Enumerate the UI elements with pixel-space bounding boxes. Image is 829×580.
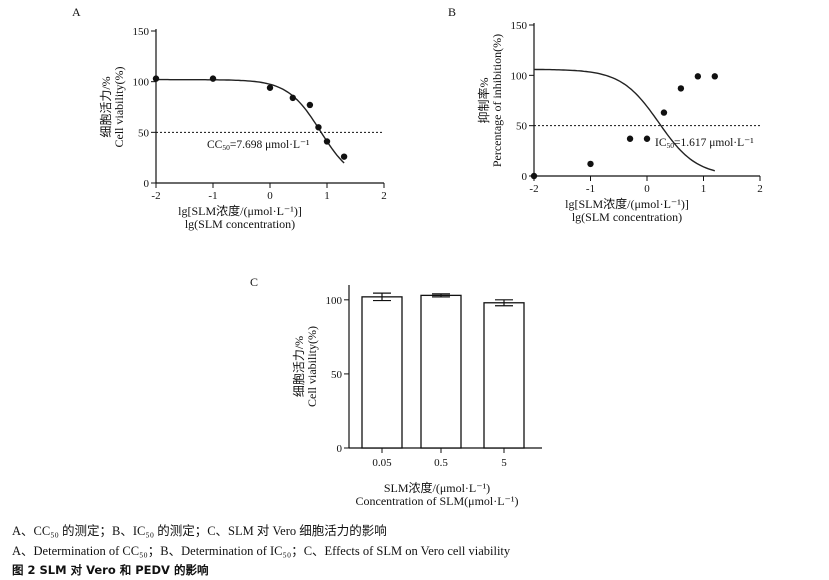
y-axis-label-en: Cell viability(%): [305, 326, 319, 407]
y-tick-label: 100: [511, 70, 528, 82]
x-axis-label-en: lg(SLM concentration): [185, 217, 295, 231]
data-point: [289, 94, 296, 102]
x-tick-label: 0: [267, 190, 273, 202]
x-tick-label: 2: [381, 190, 387, 202]
y-tick-label: 50: [516, 121, 528, 133]
data-point: [626, 135, 634, 142]
data-point: [340, 153, 348, 160]
y-tick-label: 150: [511, 20, 528, 32]
y-tick-label: 0: [522, 171, 528, 183]
data-point: [694, 73, 702, 80]
data-point: [266, 84, 274, 91]
y-tick-label: 100: [133, 77, 150, 89]
data-point: [677, 85, 685, 92]
data-point: [530, 172, 538, 180]
x-tick-label: -1: [586, 183, 595, 195]
bar: [483, 302, 525, 449]
x-tick-label: 0.05: [372, 457, 392, 469]
data-point: [209, 75, 217, 82]
x-axis-label-cn: lg[SLM浓度/(μmol·L⁻¹)]: [178, 203, 302, 218]
data-point: [660, 109, 668, 116]
x-tick-label: 0: [644, 183, 650, 195]
x-axis-label-cn: SLM浓度/(μmol·L⁻¹): [384, 480, 490, 495]
figure-title: 图 2 SLM 对 Vero 和 PEDV 的影响: [12, 563, 209, 577]
x-tick-label: -2: [151, 190, 160, 202]
x-tick-label: 2: [757, 183, 763, 195]
panel-letter: A: [72, 5, 81, 19]
data-point: [711, 73, 718, 80]
x-tick-label: -2: [529, 183, 538, 195]
x-axis-label-en: Concentration of SLM(μmol·L⁻¹): [355, 494, 518, 508]
y-axis-label-en: Percentage of inhibition(%): [490, 34, 504, 167]
y-axis-label-cn: 细胞活力/%: [292, 336, 306, 397]
data-point: [643, 135, 651, 142]
panel-c: C 0 50 100 0.05 0.5 5 SLM浓度/(μmol·L⁻¹)Concentra…: [250, 275, 542, 508]
y-tick-label: 50: [138, 127, 150, 139]
panel-a: A 0 50 100 150 -2 -1 0 1 2 CC50=7.698 μmol·L⁻¹ lg[S…: [72, 5, 387, 231]
data-point: [323, 138, 331, 145]
y-axis-label-en: Cell viability(%): [112, 67, 126, 148]
data-point: [306, 101, 314, 109]
y-tick-label: 150: [133, 26, 150, 38]
fitted-curve: [533, 68, 716, 172]
x-tick-label: 0.5: [434, 457, 448, 469]
annotation-value: IC50=1.617 μmol·L⁻¹: [655, 137, 754, 150]
data-point: [315, 124, 322, 131]
fitted-curve: [156, 78, 345, 164]
x-tick-label: -1: [208, 190, 217, 202]
caption-line-en: A、Determination of CC₅₀；B、Determination …: [12, 544, 511, 558]
y-tick-label: 0: [144, 178, 150, 190]
x-axis-label-cn: lg[SLM浓度/(μmol·L⁻¹)]: [565, 196, 689, 211]
x-tick-label: 1: [324, 190, 330, 202]
annotation-value: CC50=7.698 μmol·L⁻¹: [207, 139, 310, 152]
x-tick-label: 5: [501, 457, 507, 469]
bar: [420, 294, 462, 449]
data-point: [152, 75, 160, 82]
panel-letter: C: [250, 275, 258, 289]
panel-b: B 0 50 100 150 -2 -1 0 1 2 IC50=1.617 μmol·L⁻¹ lg[S…: [448, 5, 763, 224]
y-axis-label-cn: 抑制率%: [476, 77, 491, 123]
y-tick-label: 100: [326, 295, 343, 307]
data-point: [587, 160, 594, 168]
y-axis-label-cn: 细胞活力/%: [99, 76, 113, 137]
y-tick-label: 50: [331, 369, 343, 381]
bar: [361, 296, 403, 449]
panel-letter: B: [448, 5, 456, 19]
x-tick-label: 1: [701, 183, 707, 195]
y-tick-label: 0: [337, 443, 343, 455]
caption-line-cn: A、CC₅₀ 的测定；B、IC₅₀ 的测定；C、SLM 对 Vero 细胞活力的…: [12, 524, 387, 538]
x-axis-label-en: lg(SLM concentration): [572, 210, 682, 224]
